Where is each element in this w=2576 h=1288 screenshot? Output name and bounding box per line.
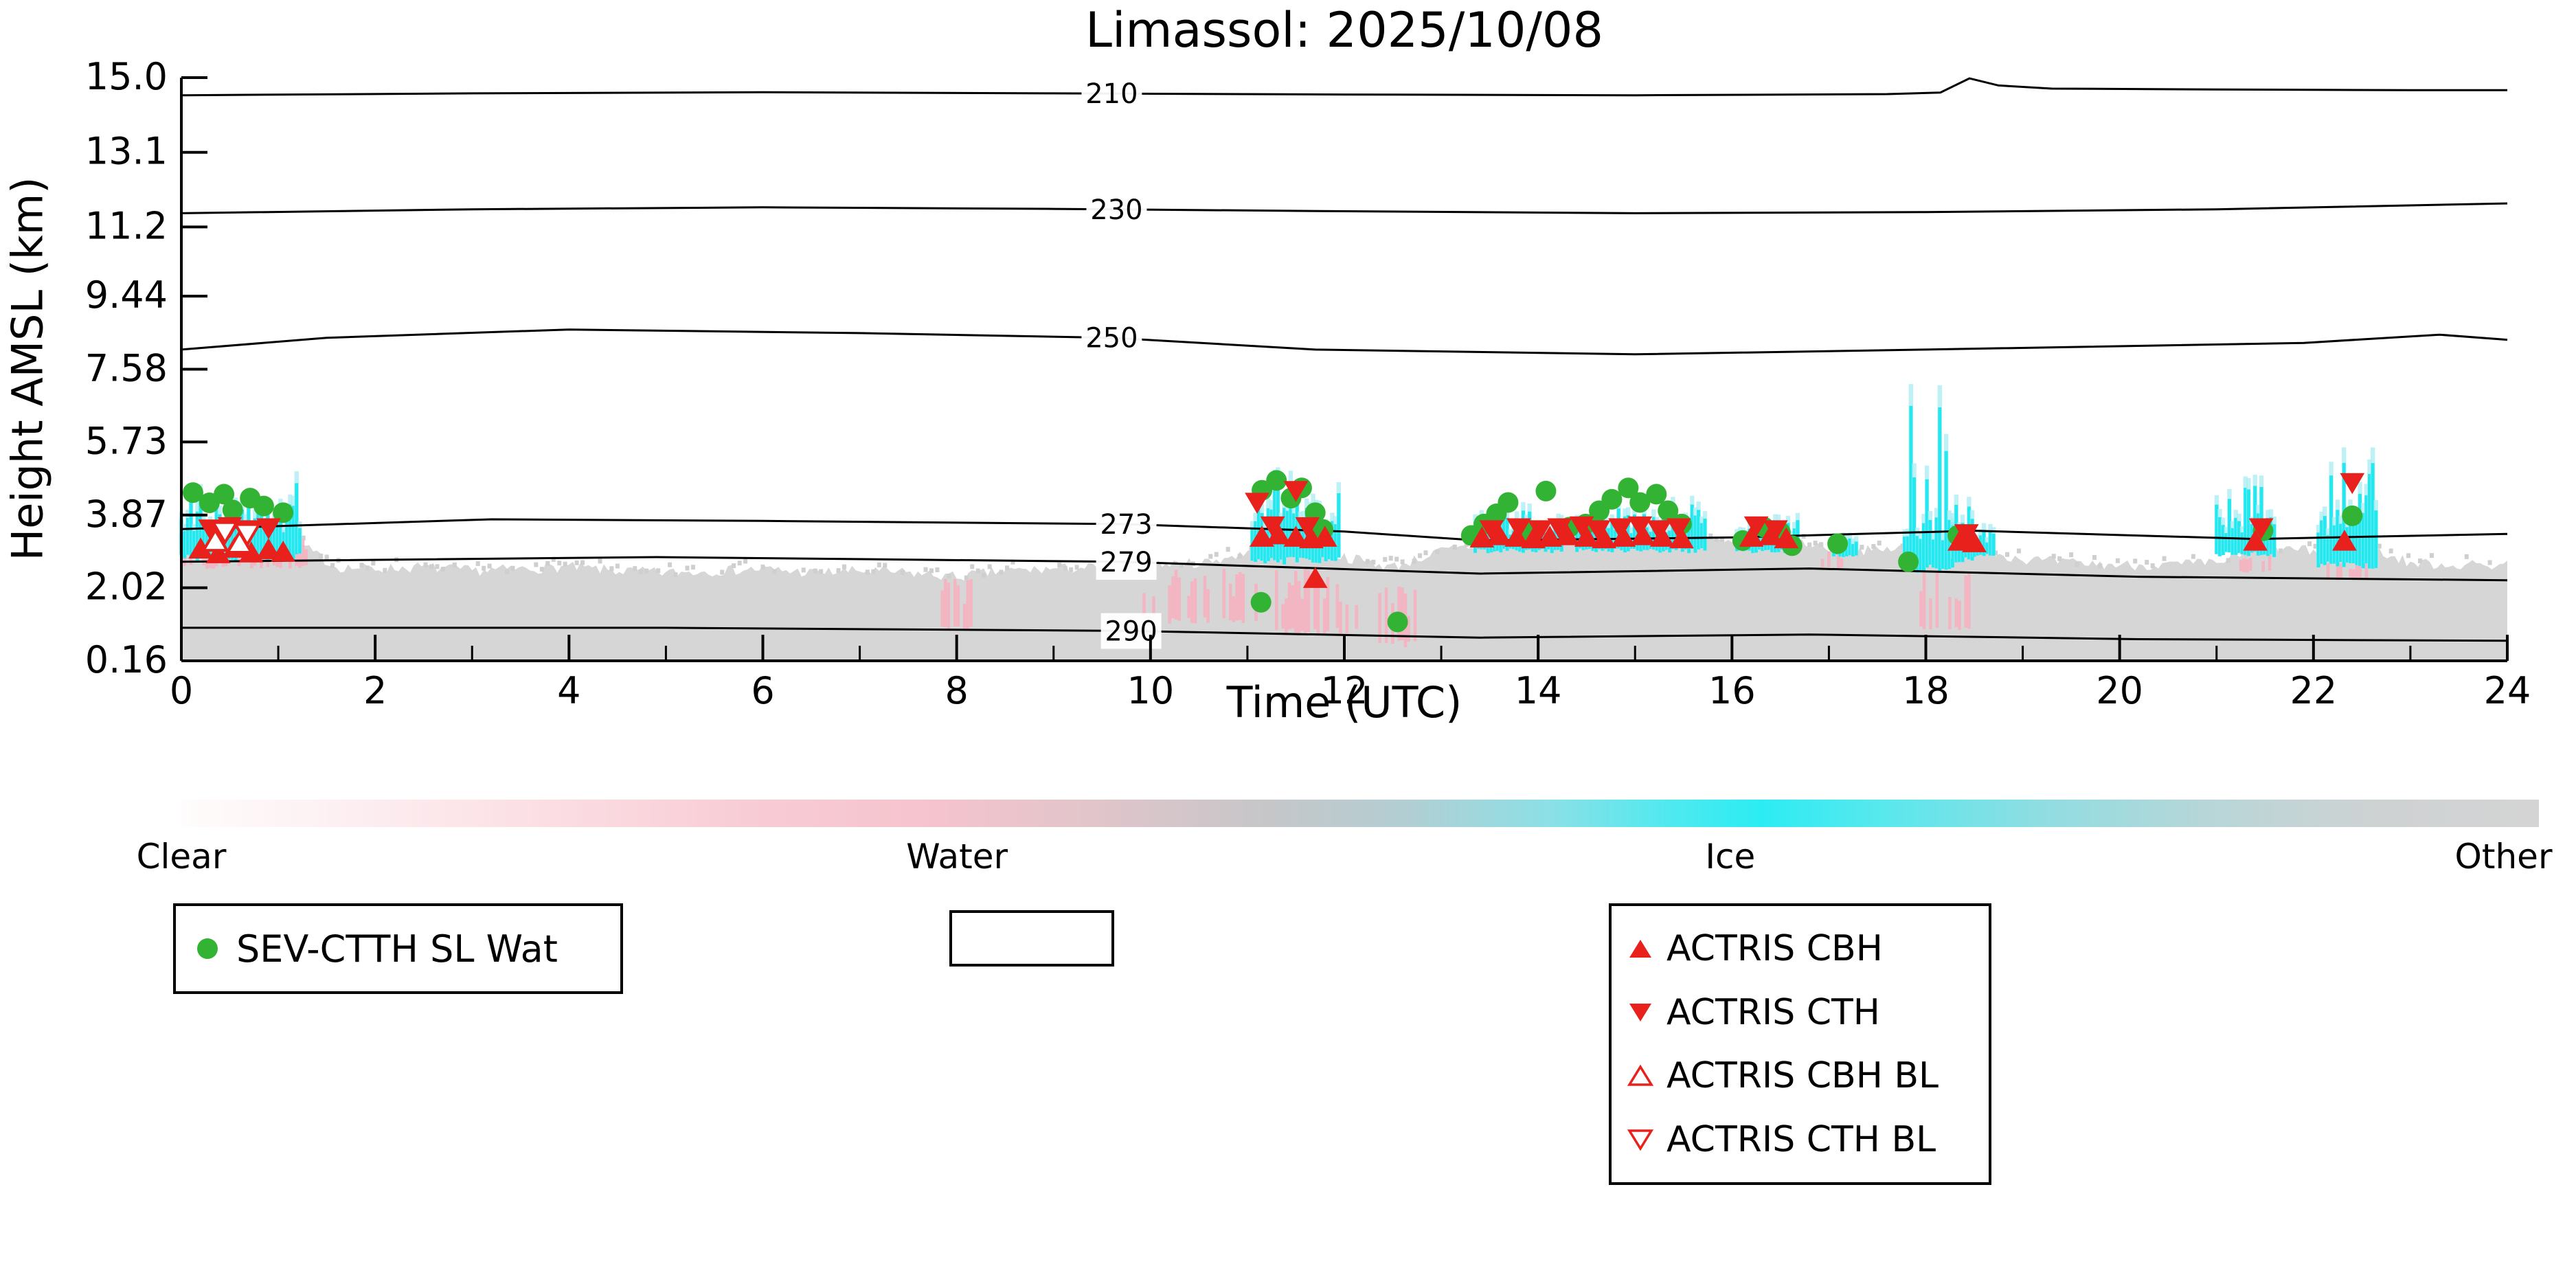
legend-box-empty <box>949 910 1114 967</box>
svg-text:290: 290 <box>1105 616 1157 648</box>
svg-text:24: 24 <box>2484 669 2531 712</box>
svg-text:0: 0 <box>170 669 193 712</box>
colorbar-label-clear: Clear <box>136 837 227 877</box>
svg-text:4: 4 <box>557 669 580 712</box>
colorbar-labels: Clear Water Ice Other <box>137 837 2553 881</box>
legend-cth-label: ACTRIS CTH <box>1667 991 1880 1033</box>
legend-box-sev-ctth: SEV-CTTH SL Wat <box>173 903 623 994</box>
green-dot-icon <box>197 938 218 959</box>
svg-text:0.16: 0.16 <box>85 638 168 681</box>
contour-labels: 210 230 250 273 279 290 <box>1081 76 1162 649</box>
contour-lines <box>181 77 2508 642</box>
svg-text:250: 250 <box>1085 323 1138 354</box>
cbh-markers <box>188 523 2357 588</box>
legend-row-cth: ACTRIS CTH <box>1627 992 1989 1033</box>
svg-text:10: 10 <box>1127 669 1174 712</box>
legend-sev-label: SEV-CTTH SL Wat <box>236 927 558 971</box>
tick-marks <box>180 76 2509 662</box>
legend-box-actris: ACTRIS CBH ACTRIS CTH ACTRIS CBH BL ACTR… <box>1609 903 1991 1185</box>
triangle-up-filled-icon <box>1629 940 1651 958</box>
svg-text:9.44: 9.44 <box>85 273 168 317</box>
y-axis-label: Height AMSL (km) <box>2 177 53 561</box>
svg-text:16: 16 <box>1708 669 1756 712</box>
legend-cbh-bl-label: ACTRIS CBH BL <box>1667 1055 1939 1097</box>
legend-row-cbh-bl: ACTRIS CBH BL <box>1627 1055 1989 1096</box>
svg-text:7.58: 7.58 <box>85 347 168 390</box>
svg-text:15.0: 15.0 <box>85 55 168 98</box>
cbh-bl-markers <box>201 528 254 554</box>
colorbar-label-ice: Ice <box>1705 837 1756 877</box>
svg-text:3.87: 3.87 <box>85 493 168 536</box>
legend-cth-bl-label: ACTRIS CTH BL <box>1667 1118 1936 1160</box>
class-colorbar <box>181 800 2539 827</box>
x-axis-label: Time (UTC) <box>1226 677 1462 727</box>
svg-text:5.73: 5.73 <box>85 419 168 462</box>
legend-row-cth-bl: ACTRIS CTH BL <box>1627 1119 1989 1160</box>
svg-text:273: 273 <box>1100 509 1152 541</box>
cth-markers <box>198 473 2365 545</box>
svg-text:210: 210 <box>1085 78 1138 110</box>
svg-text:279: 279 <box>1100 547 1152 578</box>
svg-text:12: 12 <box>1321 669 1368 712</box>
svg-text:2.02: 2.02 <box>85 565 168 609</box>
svg-text:20: 20 <box>2096 669 2143 712</box>
svg-text:14: 14 <box>1515 669 1562 712</box>
svg-text:230: 230 <box>1090 194 1142 226</box>
svg-text:18: 18 <box>1902 669 1950 712</box>
page-title: Limassol: 2025/10/08 <box>1085 2 1604 58</box>
svg-text:11.2: 11.2 <box>85 204 168 247</box>
colorbar-label-other: Other <box>2454 837 2553 877</box>
svg-text:2: 2 <box>363 669 387 712</box>
svg-text:13.1: 13.1 <box>85 130 168 173</box>
triangle-up-open-icon <box>1627 1064 1654 1086</box>
triangle-down-open-icon <box>1627 1129 1654 1151</box>
svg-text:22: 22 <box>2290 669 2337 712</box>
tick-labels: 15.013.111.29.447.585.733.872.020.160 2 4 6… <box>85 55 2531 712</box>
svg-text:8: 8 <box>945 669 968 712</box>
legend-row-cbh: ACTRIS CBH <box>1627 928 1989 969</box>
legend-cbh-label: ACTRIS CBH <box>1667 928 1883 970</box>
colorbar-label-water: Water <box>906 837 1008 877</box>
svg-text:6: 6 <box>751 669 774 712</box>
triangle-down-filled-icon <box>1629 1003 1651 1021</box>
cth-bl-markers <box>210 521 262 547</box>
